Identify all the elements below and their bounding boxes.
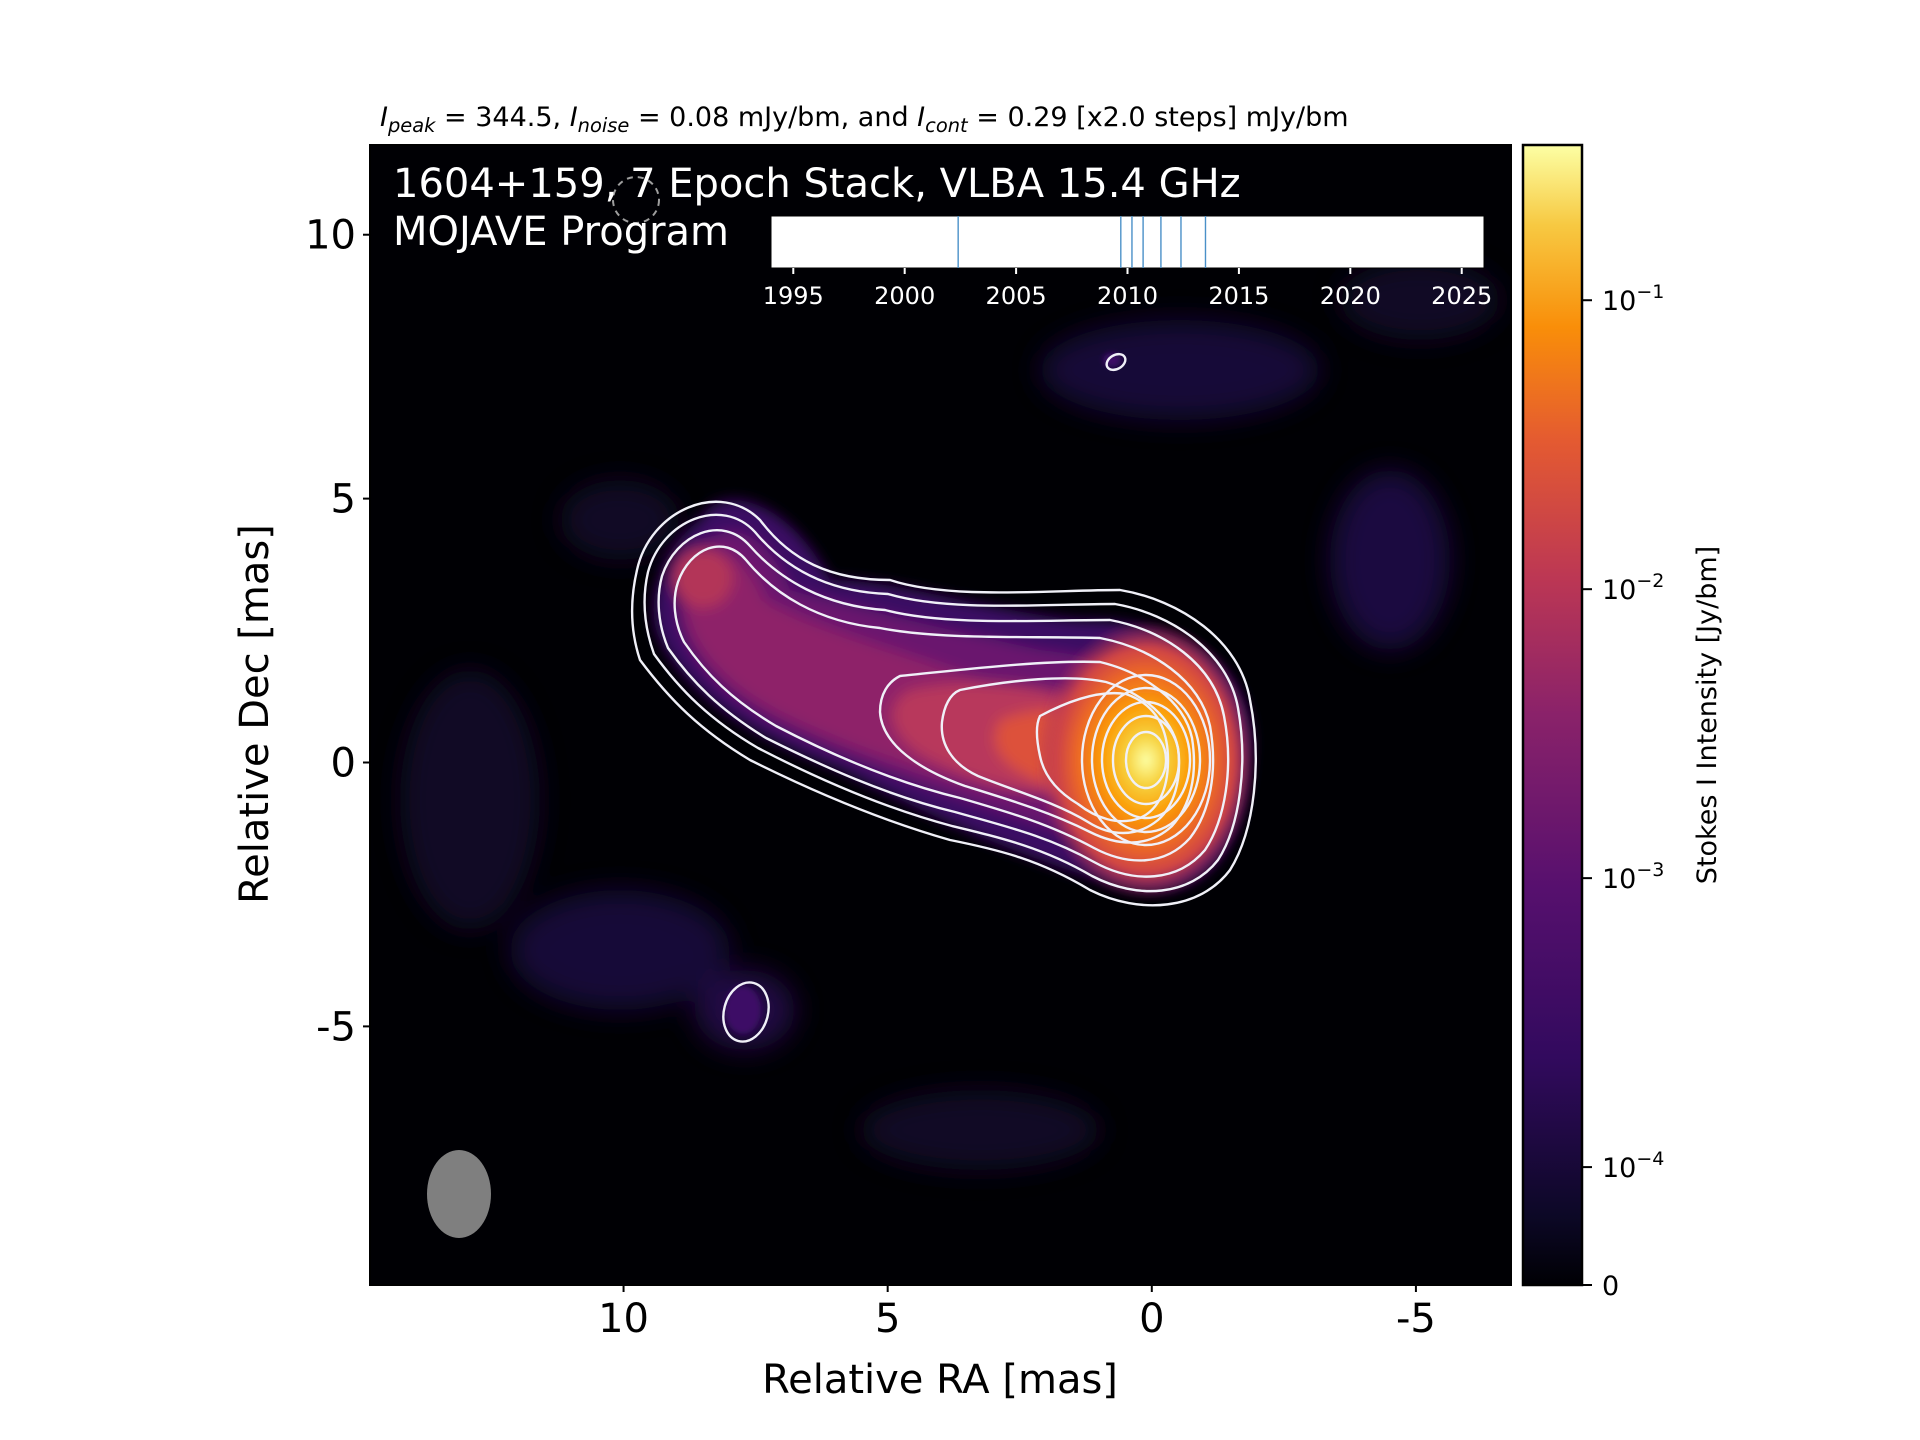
contour-5	[878, 660, 1196, 844]
timeline-box	[770, 215, 1485, 269]
image-panel: 1604+159, 7 Epoch Stack, VLBA 15.4 GHz M…	[369, 144, 1512, 1286]
contour-2	[643, 513, 1244, 893]
colorbar-label: Stokes I Intensity [Jy/bm]	[1692, 546, 1723, 884]
timeline-tick-label: 2000	[874, 282, 935, 310]
timeline-ticks: 1995 2000 2005 2010 2015 2020 2025	[763, 268, 1492, 310]
contour-9	[1090, 686, 1202, 834]
overlay-title-line2: MOJAVE Program	[393, 209, 729, 255]
contour-south-island	[722, 981, 770, 1043]
contour-8	[1080, 673, 1212, 847]
contour-3	[657, 529, 1230, 878]
header-text: Ipeak = 344.5, Inoise = 0.08 mJy/bm, and…	[380, 102, 1349, 137]
x-tick-label: 5	[875, 1296, 900, 1342]
timeline-tick-label: 2005	[986, 282, 1047, 310]
timeline-epochs	[957, 216, 1207, 268]
y-axis-label: Relative Dec [mas]	[232, 524, 278, 904]
peak-value: = 344.5,	[435, 102, 569, 133]
contour-12	[1124, 730, 1168, 790]
colorbar-gradient	[1523, 145, 1582, 1285]
cont-subscript: cont	[925, 114, 969, 137]
timeline-tick-label: 1995	[763, 282, 824, 310]
y-axis-ticks: 10 5 0 -5	[305, 213, 370, 1050]
peak-symbol: I	[380, 102, 388, 133]
noise-symbol: I	[570, 102, 578, 133]
contour-10	[1100, 700, 1192, 820]
image-frame	[369, 144, 1512, 1286]
colorbar: 0 10−4 10−3 10−2 10−1 Stokes I Intensity [Jy…	[1521, 143, 1723, 1302]
dashed-marker-circle	[612, 176, 660, 224]
x-axis-ticks: 10 5 0 -5	[598, 1285, 1436, 1342]
x-tick-label: -5	[1396, 1296, 1436, 1342]
cont-symbol: I	[917, 102, 925, 133]
cont-value: = 0.29 [x2.0 steps] mJy/bm	[968, 102, 1349, 133]
beam-ellipse	[427, 1150, 491, 1238]
colorbar-frame	[1521, 143, 1584, 1287]
contour-set	[630, 352, 1257, 1043]
overlay-title-line1: 1604+159, 7 Epoch Stack, VLBA 15.4 GHz	[393, 161, 1241, 207]
colorbar-tick-label: 10−4	[1602, 1148, 1664, 1184]
peak-subscript: peak	[387, 114, 436, 137]
noise-value: = 0.08 mJy/bm, and	[629, 102, 917, 133]
emission-layer	[400, 176, 1500, 1238]
x-tick-label: 10	[598, 1296, 649, 1342]
contour-6	[940, 677, 1181, 835]
colorbar-ticks: 0 10−4 10−3 10−2 10−1	[1582, 281, 1664, 1302]
x-tick-label: 0	[1139, 1296, 1164, 1342]
timeline-tick-label: 2015	[1208, 282, 1269, 310]
colorbar-tick-label: 10−3	[1602, 859, 1664, 895]
contour-1	[630, 500, 1257, 907]
epoch-timeline: 1995 2000 2005 2010 2015 2020 2025	[763, 215, 1492, 310]
colorbar-tick-label: 0	[1602, 1271, 1619, 1302]
timeline-tick-label: 2025	[1431, 282, 1492, 310]
noise-subscript: noise	[578, 114, 630, 137]
contour-north-island	[1105, 352, 1127, 372]
colorbar-tick-label: 10−1	[1602, 281, 1664, 317]
y-tick-label: 5	[331, 477, 356, 523]
y-tick-label: 10	[305, 213, 356, 259]
x-axis-label: Relative RA [mas]	[762, 1357, 1118, 1403]
y-tick-label: 0	[331, 741, 356, 787]
colorbar-tick-label: 10−2	[1602, 570, 1664, 606]
contour-11	[1111, 714, 1181, 806]
timeline-tick-label: 2010	[1097, 282, 1158, 310]
timeline-tick-label: 2020	[1320, 282, 1381, 310]
contour-4	[673, 545, 1215, 862]
y-tick-label: -5	[316, 1004, 356, 1050]
